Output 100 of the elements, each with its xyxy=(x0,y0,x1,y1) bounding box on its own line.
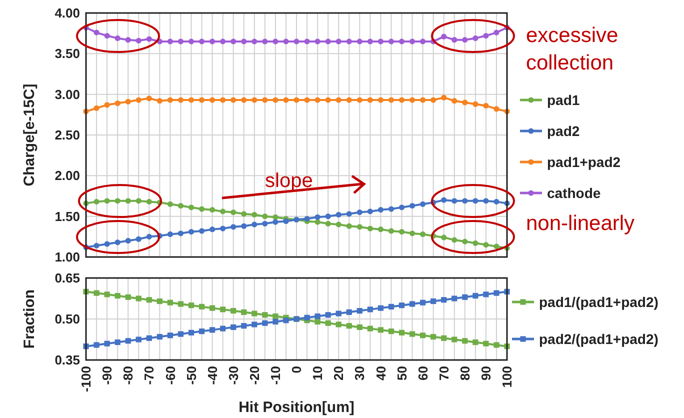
point xyxy=(114,35,120,42)
point xyxy=(304,314,310,320)
point xyxy=(483,102,489,109)
x-tick-label: -40 xyxy=(204,366,220,385)
point xyxy=(125,98,131,104)
point xyxy=(241,211,247,217)
point xyxy=(420,231,426,238)
x-tick-label: 0 xyxy=(289,366,304,374)
point xyxy=(378,226,384,232)
x-tick-label: 70 xyxy=(436,366,452,380)
point xyxy=(398,228,405,235)
point xyxy=(409,202,416,209)
point xyxy=(398,97,405,103)
point xyxy=(388,206,394,212)
point xyxy=(272,318,278,325)
point xyxy=(494,198,500,204)
point xyxy=(472,35,478,42)
point xyxy=(441,34,447,40)
point xyxy=(272,219,278,225)
point xyxy=(388,328,394,334)
point xyxy=(409,38,416,44)
x-tick-label: 50 xyxy=(394,366,410,380)
x-tick-label: -80 xyxy=(120,366,136,385)
point xyxy=(325,320,331,326)
point xyxy=(336,322,342,328)
point xyxy=(304,97,310,103)
point xyxy=(198,206,205,212)
point xyxy=(241,323,247,329)
point xyxy=(483,340,489,346)
x-tick-label: 20 xyxy=(331,366,346,380)
point xyxy=(125,238,131,244)
point xyxy=(356,38,362,44)
point xyxy=(167,201,173,207)
point xyxy=(325,312,331,318)
point xyxy=(452,198,458,204)
point xyxy=(472,240,478,246)
point xyxy=(430,97,436,103)
point xyxy=(94,290,100,296)
point xyxy=(388,304,394,310)
x-tick-label: -20 xyxy=(246,366,262,385)
point xyxy=(483,292,489,298)
point xyxy=(210,305,216,311)
point xyxy=(314,214,320,220)
point xyxy=(462,338,468,344)
point xyxy=(252,222,258,228)
point xyxy=(104,32,110,39)
x-tick-label: 10 xyxy=(310,366,326,380)
point xyxy=(409,230,416,236)
legend-label: pad2/(pad1+pad2) xyxy=(539,330,658,347)
point xyxy=(220,326,226,332)
point xyxy=(283,218,289,224)
point xyxy=(178,301,184,307)
point xyxy=(388,97,394,103)
point xyxy=(452,296,458,302)
point xyxy=(167,300,173,306)
point xyxy=(452,336,458,342)
point xyxy=(210,38,216,44)
point xyxy=(356,324,362,330)
point xyxy=(356,224,362,230)
point xyxy=(198,228,205,234)
point xyxy=(272,313,278,320)
point xyxy=(420,300,426,306)
point xyxy=(114,339,120,346)
point xyxy=(272,38,278,44)
point xyxy=(262,220,268,226)
point xyxy=(188,228,194,235)
point xyxy=(356,308,362,314)
point xyxy=(178,97,184,103)
point xyxy=(188,330,194,336)
point xyxy=(230,97,236,103)
point xyxy=(452,98,458,104)
point xyxy=(178,230,184,236)
point xyxy=(494,290,500,296)
point xyxy=(283,38,289,44)
point xyxy=(367,208,373,214)
point xyxy=(146,36,152,42)
point xyxy=(378,38,384,44)
point xyxy=(146,198,152,204)
point xyxy=(136,336,142,342)
y-tick-label: 3.00 xyxy=(54,86,80,102)
point xyxy=(220,38,226,44)
y-tick-label: 0.65 xyxy=(54,270,80,286)
y-tick-label: 0.35 xyxy=(54,352,80,368)
point xyxy=(136,97,142,103)
point xyxy=(462,238,468,244)
y-tick-label: 1.00 xyxy=(54,250,80,265)
point xyxy=(336,222,342,228)
point xyxy=(378,305,384,311)
point xyxy=(188,97,194,103)
legend-label: pad1/(pad1+pad2) xyxy=(539,294,658,310)
point xyxy=(325,220,331,226)
point xyxy=(167,38,173,44)
point xyxy=(198,38,205,44)
point xyxy=(314,97,320,103)
point xyxy=(356,97,362,103)
point xyxy=(125,198,131,204)
point xyxy=(314,219,320,225)
point xyxy=(220,306,226,312)
point xyxy=(430,298,436,304)
point xyxy=(398,204,405,210)
